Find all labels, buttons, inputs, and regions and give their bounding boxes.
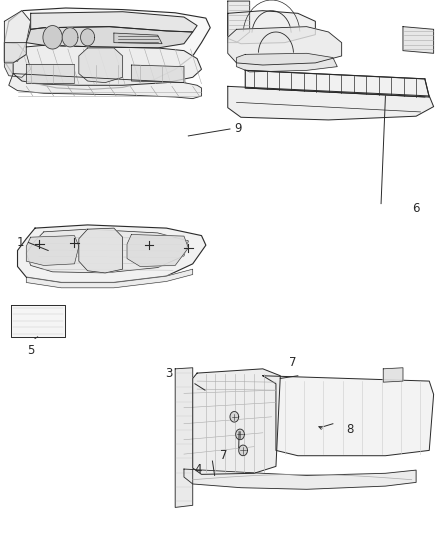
Polygon shape (26, 64, 74, 83)
Polygon shape (263, 376, 434, 456)
Polygon shape (4, 8, 210, 90)
Text: 7: 7 (220, 449, 228, 462)
Polygon shape (127, 235, 188, 266)
Polygon shape (9, 74, 201, 99)
Polygon shape (228, 27, 342, 65)
Polygon shape (26, 27, 193, 48)
Polygon shape (4, 11, 31, 61)
Text: 1: 1 (17, 236, 24, 249)
Polygon shape (239, 445, 247, 456)
Polygon shape (13, 45, 201, 85)
Polygon shape (403, 27, 434, 53)
Text: 5: 5 (27, 344, 34, 357)
Polygon shape (245, 70, 429, 97)
Text: 6: 6 (412, 203, 419, 215)
Polygon shape (193, 369, 280, 474)
Polygon shape (18, 225, 206, 282)
Polygon shape (175, 368, 193, 507)
Polygon shape (228, 1, 250, 43)
Polygon shape (81, 29, 95, 46)
Text: 9: 9 (234, 123, 242, 135)
Text: 7: 7 (289, 356, 297, 369)
Polygon shape (184, 469, 416, 489)
Text: 3: 3 (166, 367, 173, 379)
Polygon shape (228, 11, 315, 44)
Polygon shape (383, 368, 403, 382)
Polygon shape (236, 429, 244, 440)
Polygon shape (131, 65, 184, 83)
Polygon shape (79, 48, 123, 83)
Polygon shape (31, 12, 197, 32)
Polygon shape (230, 411, 239, 422)
Text: 4: 4 (194, 463, 201, 475)
Polygon shape (228, 86, 434, 120)
Polygon shape (79, 228, 123, 273)
Polygon shape (26, 236, 79, 265)
Polygon shape (11, 305, 65, 337)
Text: 8: 8 (346, 423, 353, 435)
Polygon shape (4, 43, 26, 63)
Polygon shape (26, 269, 193, 288)
Polygon shape (62, 28, 78, 47)
Polygon shape (26, 229, 188, 273)
Polygon shape (114, 33, 162, 44)
Polygon shape (4, 43, 31, 77)
Polygon shape (43, 26, 62, 49)
Polygon shape (237, 53, 337, 72)
